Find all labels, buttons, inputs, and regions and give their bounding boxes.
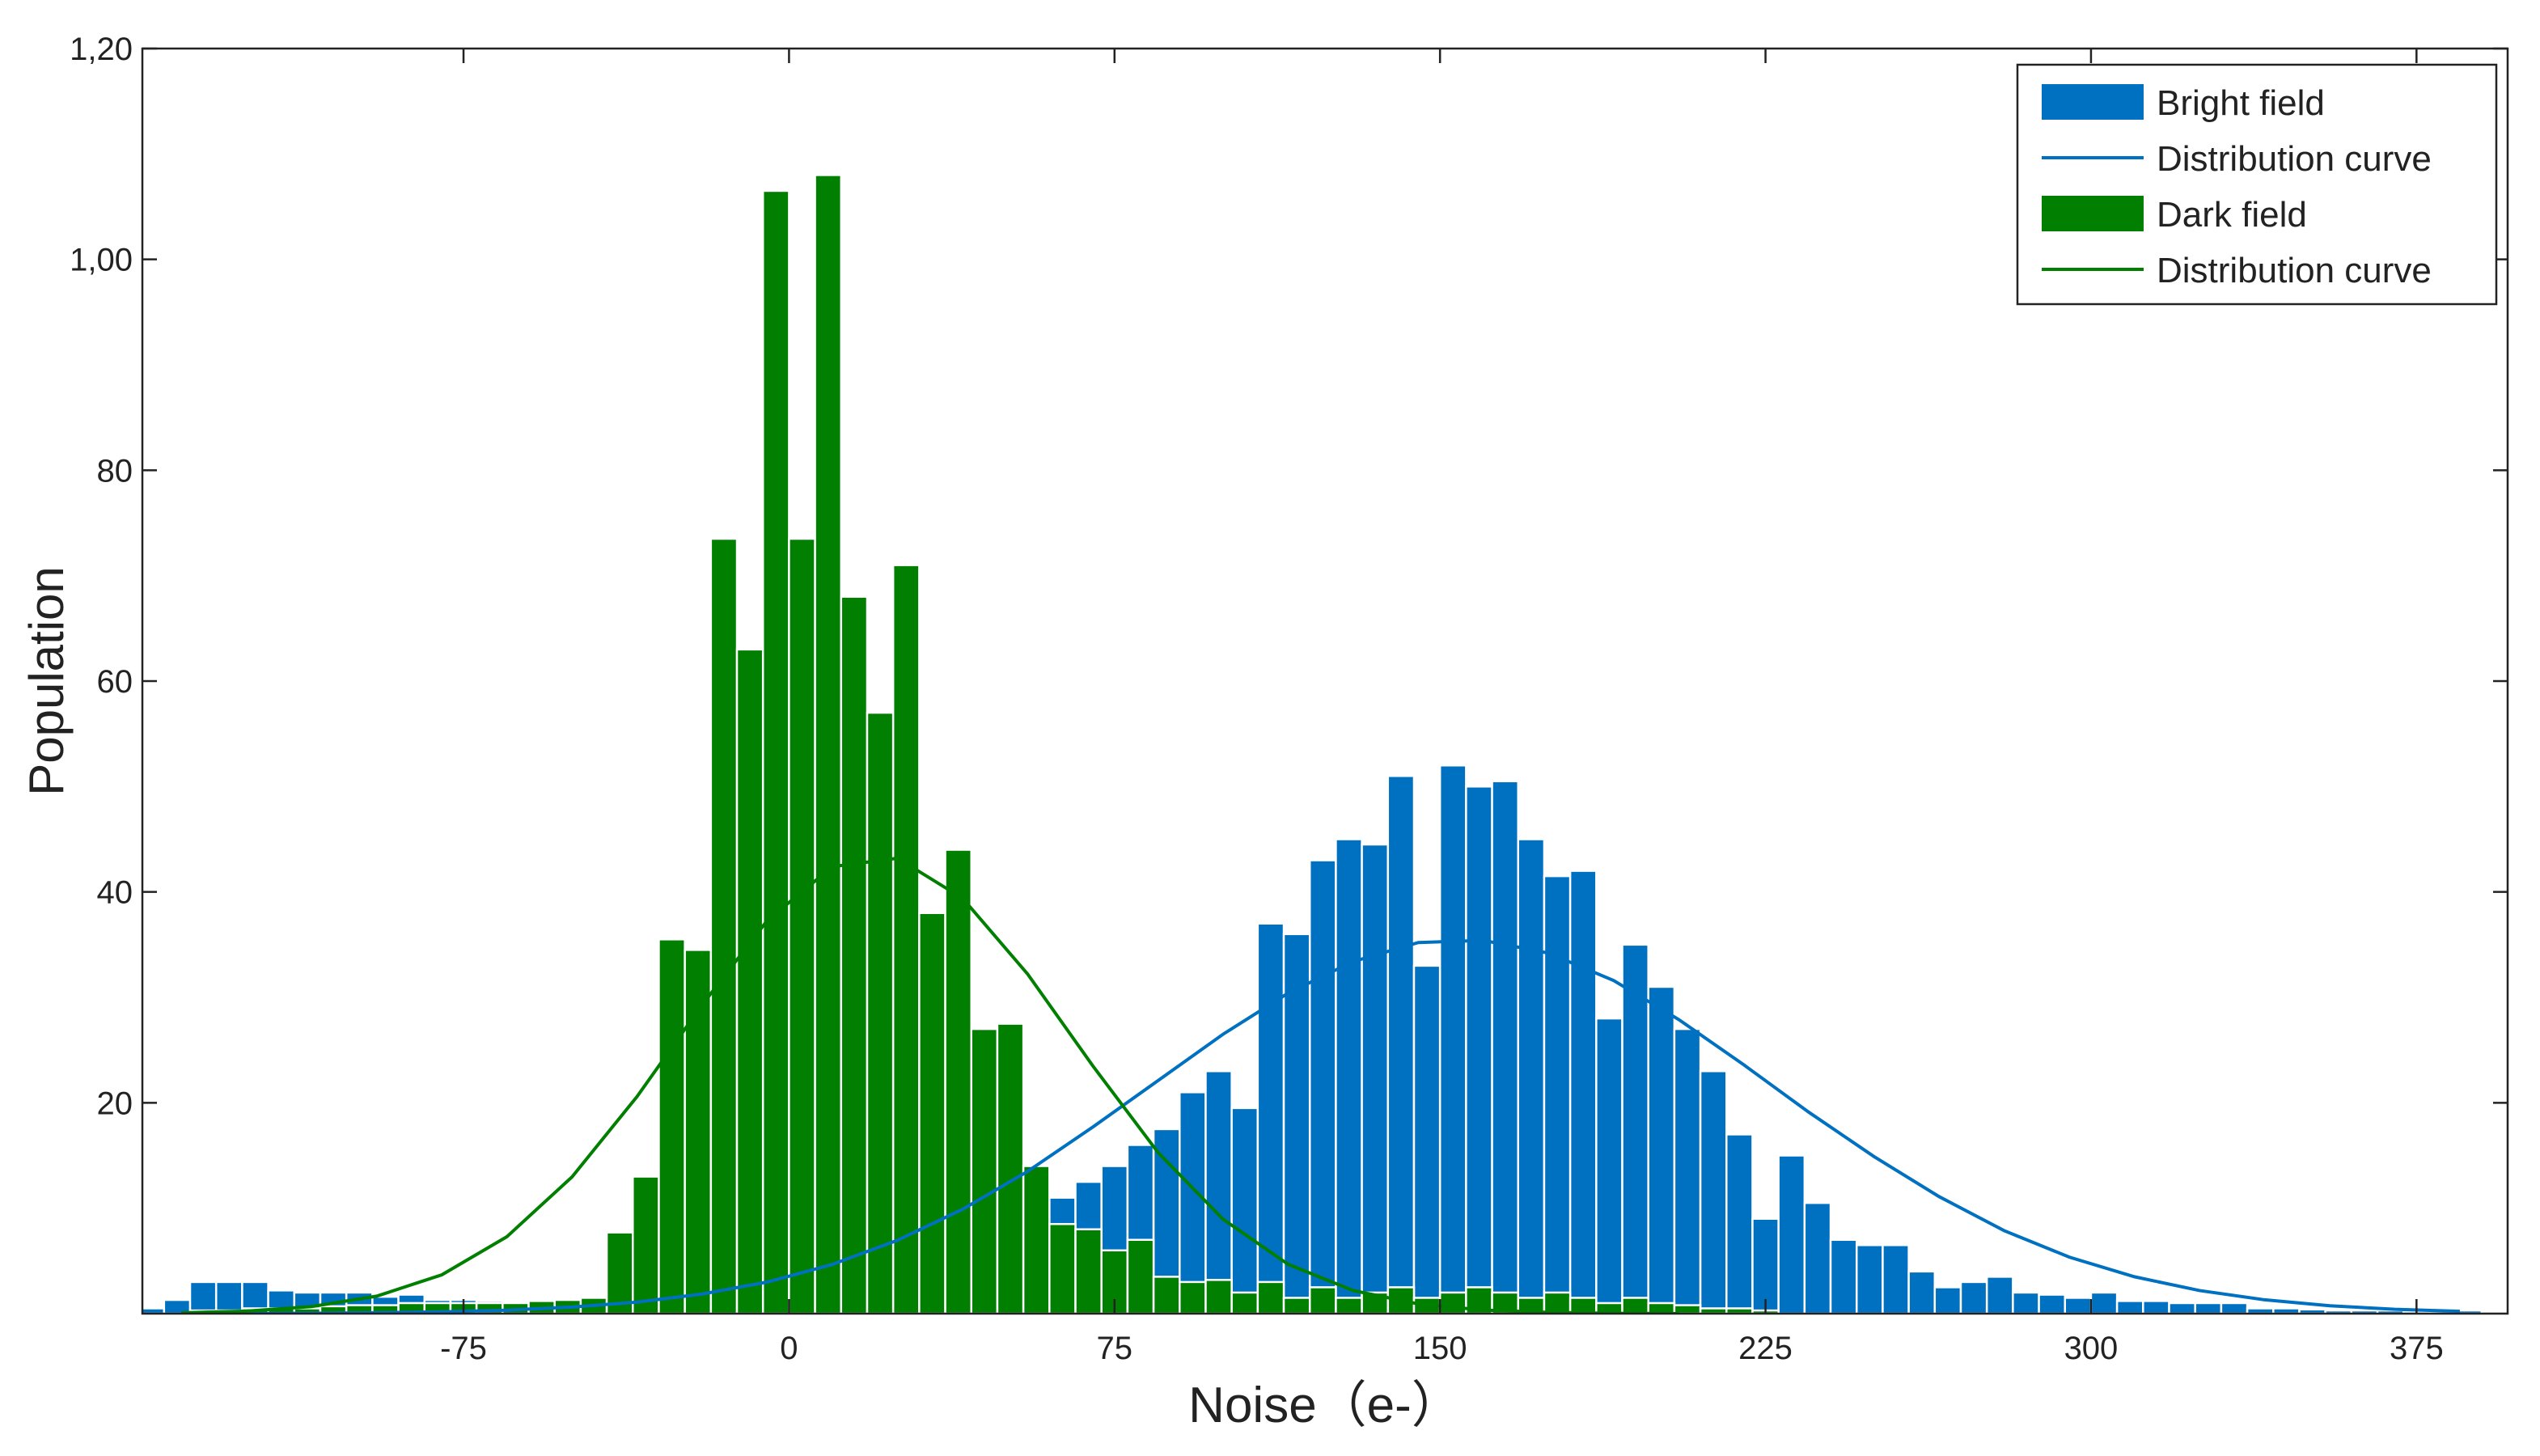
histogram-bar — [1725, 1133, 1754, 1314]
histogram-bar — [1282, 933, 1311, 1314]
histogram-bar — [2168, 1302, 2196, 1314]
histogram-bar — [970, 1027, 999, 1314]
y-tick-label: 20 — [97, 1086, 133, 1121]
y-tick-label: 60 — [97, 664, 133, 700]
plot-area — [142, 174, 2508, 1314]
x-tick-label: 75 — [1097, 1331, 1133, 1366]
histogram-bar — [1855, 1244, 1884, 1314]
histogram-bar — [1204, 1279, 1233, 1314]
histogram-bar — [1179, 1091, 1207, 1314]
histogram-bar — [1907, 1270, 1937, 1314]
y-tick-label: 80 — [97, 453, 133, 489]
histogram-bar — [1568, 870, 1598, 1314]
histogram-bar — [1074, 1228, 1103, 1314]
legend-label: Dark field — [2157, 195, 2307, 235]
histogram-bar — [1282, 1297, 1311, 1314]
x-tick-label: 150 — [1413, 1331, 1467, 1366]
histogram-bar — [1543, 874, 1572, 1314]
histogram-bar — [2038, 1293, 2067, 1314]
histogram-bar — [632, 1175, 660, 1314]
histogram-bar — [1335, 1297, 1363, 1314]
histogram-bar — [1412, 964, 1441, 1314]
histogram-bar — [214, 1280, 243, 1314]
histogram-bar — [866, 711, 895, 1314]
histogram-bar — [1152, 1276, 1181, 1314]
histogram-bar — [1491, 780, 1519, 1314]
histogram-bar — [1438, 764, 1467, 1314]
histogram-bar — [1985, 1276, 2014, 1314]
histogram-bar — [684, 949, 713, 1314]
distribution-curve — [181, 938, 2461, 1314]
y-axis-label: Population — [19, 566, 74, 796]
histogram-bar — [2220, 1302, 2249, 1314]
histogram-bar — [1204, 1069, 1233, 1314]
histogram-bar — [2012, 1291, 2040, 1314]
histogram-bar — [1517, 838, 1546, 1314]
histogram-bar — [1621, 1297, 1649, 1314]
histogram-bar — [891, 564, 921, 1314]
histogram-bar — [1308, 859, 1337, 1314]
legend-label: Bright field — [2157, 83, 2325, 123]
x-tick-label: -75 — [440, 1331, 487, 1366]
histogram-bar — [188, 1280, 218, 1314]
histogram-bar — [788, 537, 816, 1314]
histogram-bar — [1386, 775, 1416, 1314]
histogram-bar — [1230, 1291, 1259, 1314]
histogram-bar — [2115, 1300, 2144, 1314]
histogram-bar — [1595, 1017, 1623, 1314]
distribution-curve — [181, 856, 1679, 1314]
histogram-bar — [1673, 1027, 1702, 1314]
histogram-bar — [1126, 1238, 1155, 1314]
histogram-bar — [996, 1022, 1025, 1314]
histogram-bar — [814, 174, 843, 1314]
y-tick-label: 1,00 — [70, 243, 133, 278]
histogram-bar — [2064, 1297, 2093, 1314]
y-tick-label: 1,20 — [70, 32, 133, 67]
histogram-bar — [1829, 1238, 1858, 1314]
histogram-bar — [2194, 1302, 2223, 1314]
legend-label: Distribution curve — [2157, 251, 2432, 290]
histogram-bar — [1308, 1286, 1337, 1314]
legend-label: Distribution curve — [2157, 139, 2432, 179]
histogram-bar — [1048, 1222, 1077, 1314]
histogram-bar — [2142, 1300, 2170, 1314]
histogram-bar — [1256, 1280, 1285, 1314]
histogram-bar — [1647, 985, 1676, 1314]
histogram-bar — [1361, 843, 1390, 1314]
histogram-bar — [944, 849, 972, 1314]
x-tick-label: 225 — [1738, 1331, 1793, 1366]
histogram-bar — [1803, 1201, 1832, 1314]
histogram-bar — [840, 595, 869, 1314]
histogram-bar — [658, 938, 686, 1314]
histogram-bar — [1777, 1154, 1806, 1314]
histogram-bar — [2089, 1291, 2119, 1314]
histogram-bar — [918, 912, 946, 1314]
histogram-bar — [1543, 1291, 1572, 1314]
histogram-bar — [709, 537, 739, 1314]
x-axis-label: Noise（e-） — [1188, 1378, 1462, 1433]
histogram-bar — [1230, 1107, 1259, 1314]
histogram-bar — [1882, 1244, 1910, 1314]
histogram-bar — [1335, 838, 1363, 1314]
x-tick-label: 0 — [780, 1331, 798, 1366]
histogram-bar — [1699, 1069, 1728, 1314]
histogram-bar — [735, 648, 764, 1314]
x-tick-label: 300 — [2064, 1331, 2119, 1366]
histogram-bar — [1256, 922, 1285, 1314]
histogram-bar — [1465, 785, 1493, 1314]
legend-swatch — [2042, 196, 2144, 231]
histogram-bar — [1022, 1165, 1051, 1314]
histogram-bar — [1933, 1286, 1962, 1314]
y-tick-label: 40 — [97, 875, 133, 911]
histogram-bar — [1438, 1291, 1467, 1314]
legend-swatch — [2042, 84, 2144, 120]
histogram-bar — [761, 189, 790, 1314]
x-tick-label: 375 — [2390, 1331, 2444, 1366]
histogram-bar — [1959, 1280, 1988, 1314]
histogram-bar — [1179, 1280, 1207, 1314]
